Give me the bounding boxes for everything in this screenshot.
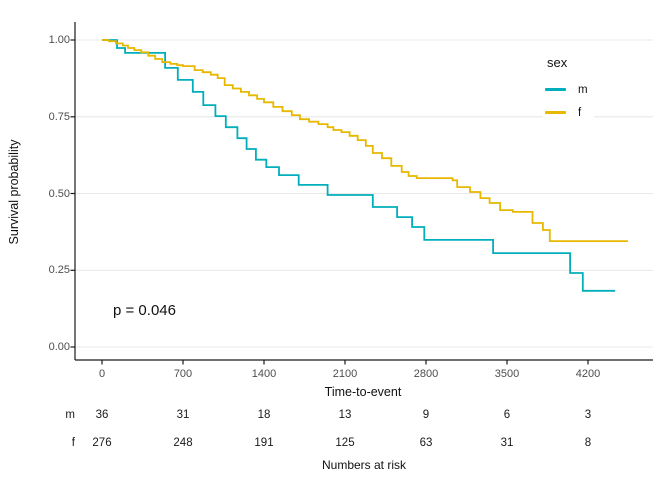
legend-item-m: m bbox=[545, 78, 588, 101]
y-tick-label-0.25: 0.25 bbox=[48, 264, 70, 277]
risk-row-label-m: m bbox=[65, 409, 75, 421]
risk-count-m-t3500: 6 bbox=[503, 409, 511, 421]
x-axis-title: Time-to-event bbox=[324, 385, 402, 399]
survival-curve-m bbox=[102, 39, 616, 292]
x-tick-label-4200: 4200 bbox=[575, 368, 601, 380]
legend-label-m: m bbox=[578, 83, 588, 96]
risk-count-m-t1400: 18 bbox=[257, 409, 271, 421]
risk-count-f-t3500: 31 bbox=[500, 437, 514, 449]
risk-count-m-t0: 36 bbox=[95, 409, 109, 421]
x-tick-label-3500: 3500 bbox=[494, 368, 520, 380]
legend-key-line-m bbox=[545, 88, 566, 91]
legend-title: sex bbox=[547, 55, 568, 70]
y-axis-title: Survival probability bbox=[7, 139, 21, 245]
risk-count-f-t0: 276 bbox=[92, 437, 112, 449]
y-tick-label-0.75: 0.75 bbox=[48, 110, 70, 123]
risk-count-m-t4200: 3 bbox=[584, 409, 592, 421]
legend-key-line-f bbox=[545, 111, 566, 114]
risk-count-f-t2100: 125 bbox=[335, 437, 355, 449]
risk-count-f-t700: 248 bbox=[173, 437, 193, 449]
p-value-annotation: p = 0.046 bbox=[113, 302, 176, 319]
risk-row-label-f: f bbox=[71, 437, 75, 449]
x-tick-label-700: 700 bbox=[173, 368, 193, 380]
y-tick-label-1.00: 1.00 bbox=[48, 34, 70, 46]
risk-count-f-t1400: 191 bbox=[254, 437, 274, 449]
x-tick-label-0: 0 bbox=[98, 368, 106, 380]
risk-count-m-t2100: 13 bbox=[338, 409, 352, 421]
risk-table-caption: Numbers at risk bbox=[321, 458, 407, 472]
risk-count-f-t2800: 63 bbox=[419, 437, 433, 449]
y-tick-label-0.50: 0.50 bbox=[48, 187, 70, 200]
legend-label-f: f bbox=[578, 106, 582, 119]
risk-count-m-t2800: 9 bbox=[422, 409, 430, 421]
x-tick-label-2100: 2100 bbox=[332, 368, 358, 380]
risk-count-m-t700: 31 bbox=[176, 409, 190, 421]
x-tick-label-1400: 1400 bbox=[251, 368, 277, 380]
x-tick-label-2800: 2800 bbox=[413, 368, 439, 380]
y-tick-label-0.00: 0.00 bbox=[48, 341, 70, 353]
legend-item-f: f bbox=[545, 101, 588, 124]
survival-curve-f bbox=[102, 39, 628, 242]
risk-count-f-t4200: 8 bbox=[584, 437, 592, 449]
